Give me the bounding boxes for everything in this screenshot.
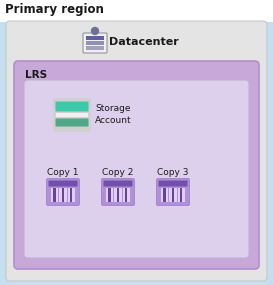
FancyBboxPatch shape — [103, 180, 132, 186]
Bar — [56, 113, 88, 117]
Bar — [178, 188, 185, 202]
FancyBboxPatch shape — [159, 180, 188, 186]
Bar — [53, 188, 56, 202]
FancyBboxPatch shape — [102, 178, 135, 205]
Text: Primary region: Primary region — [5, 3, 104, 16]
FancyBboxPatch shape — [55, 119, 88, 127]
Text: LRS: LRS — [25, 70, 47, 80]
FancyBboxPatch shape — [53, 98, 91, 132]
Bar — [51, 188, 58, 202]
Bar — [114, 188, 122, 202]
Circle shape — [91, 27, 99, 34]
Text: Datacenter: Datacenter — [109, 37, 179, 47]
Text: Account: Account — [95, 116, 132, 125]
Bar — [125, 188, 127, 202]
FancyBboxPatch shape — [46, 178, 79, 205]
Bar — [86, 46, 104, 50]
Bar — [68, 188, 75, 202]
Bar — [117, 188, 119, 202]
FancyBboxPatch shape — [49, 180, 78, 186]
Bar — [59, 188, 67, 202]
FancyBboxPatch shape — [83, 33, 107, 53]
Text: Copy 3: Copy 3 — [157, 168, 189, 177]
Bar — [0, 0, 273, 22]
Bar — [123, 188, 130, 202]
Bar — [169, 188, 177, 202]
Bar — [163, 188, 166, 202]
FancyBboxPatch shape — [55, 101, 88, 111]
Bar — [86, 41, 104, 44]
FancyBboxPatch shape — [6, 21, 267, 281]
Bar — [106, 188, 113, 202]
Bar — [108, 188, 111, 202]
FancyBboxPatch shape — [24, 80, 249, 258]
Bar — [86, 36, 104, 40]
Text: Copy 2: Copy 2 — [102, 168, 134, 177]
Bar — [161, 188, 168, 202]
Bar — [180, 188, 182, 202]
Bar — [70, 188, 72, 202]
Text: Storage: Storage — [95, 104, 130, 113]
Bar — [61, 188, 64, 202]
Text: Copy 1: Copy 1 — [47, 168, 79, 177]
FancyBboxPatch shape — [156, 178, 189, 205]
FancyBboxPatch shape — [14, 61, 259, 269]
Bar — [171, 188, 174, 202]
